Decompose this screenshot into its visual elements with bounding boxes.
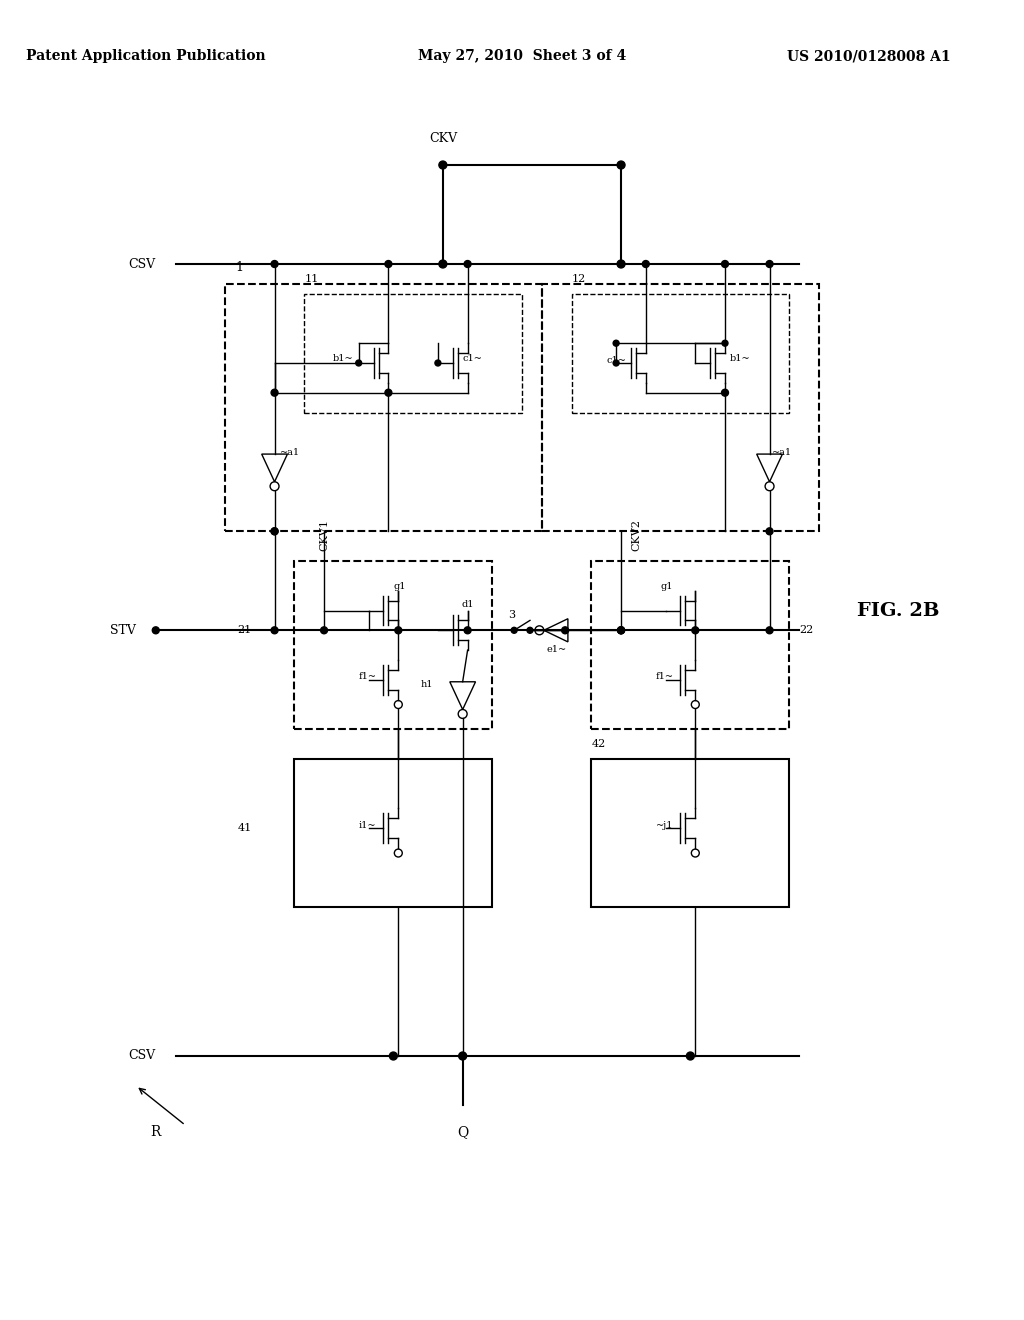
Circle shape — [617, 260, 625, 268]
Circle shape — [686, 1052, 694, 1060]
Text: 12: 12 — [571, 273, 586, 284]
Text: CSV: CSV — [129, 257, 156, 271]
Text: b1~: b1~ — [730, 354, 751, 363]
Circle shape — [395, 627, 401, 634]
Text: f1~: f1~ — [655, 672, 674, 681]
Circle shape — [435, 360, 441, 366]
Text: Patent Application Publication: Patent Application Publication — [26, 49, 265, 63]
Circle shape — [271, 260, 279, 268]
Text: ~a1: ~a1 — [280, 447, 300, 457]
Text: CKV: CKV — [429, 132, 457, 145]
Text: 11: 11 — [304, 273, 318, 284]
Circle shape — [642, 260, 649, 268]
Text: CKV2: CKV2 — [631, 519, 641, 552]
Circle shape — [617, 161, 625, 169]
Text: c1~: c1~ — [463, 354, 482, 363]
Circle shape — [722, 260, 728, 268]
Circle shape — [439, 161, 446, 169]
Circle shape — [321, 627, 328, 634]
Text: c1~: c1~ — [606, 355, 626, 364]
Text: ~a1: ~a1 — [771, 447, 792, 457]
Text: ~j1: ~j1 — [655, 821, 673, 830]
Text: STV: STV — [111, 624, 136, 636]
Circle shape — [355, 360, 361, 366]
Text: CKV1: CKV1 — [319, 519, 329, 552]
Circle shape — [389, 1052, 397, 1060]
Text: b1~: b1~ — [333, 354, 353, 363]
Circle shape — [613, 360, 620, 366]
Text: 21: 21 — [238, 626, 252, 635]
Text: g1: g1 — [660, 582, 673, 591]
Circle shape — [722, 341, 728, 346]
Text: g1: g1 — [393, 582, 406, 591]
Circle shape — [617, 627, 625, 634]
Circle shape — [153, 627, 159, 634]
Text: FIG. 2B: FIG. 2B — [857, 602, 939, 619]
Circle shape — [613, 341, 620, 346]
Circle shape — [271, 528, 279, 535]
Circle shape — [722, 389, 728, 396]
Circle shape — [439, 260, 446, 268]
Text: Q: Q — [457, 1125, 468, 1139]
Circle shape — [385, 260, 392, 268]
Text: h1: h1 — [421, 680, 433, 689]
Circle shape — [766, 260, 773, 268]
Circle shape — [271, 389, 279, 396]
Text: d1: d1 — [462, 599, 474, 609]
Circle shape — [692, 627, 698, 634]
Text: CSV: CSV — [129, 1049, 156, 1063]
Text: R: R — [151, 1125, 161, 1139]
Text: e1~: e1~ — [547, 645, 566, 655]
Circle shape — [617, 627, 625, 634]
Circle shape — [385, 389, 392, 396]
Circle shape — [459, 1052, 466, 1060]
Circle shape — [459, 1052, 467, 1060]
Text: 1: 1 — [234, 261, 243, 275]
Circle shape — [464, 627, 471, 634]
Circle shape — [464, 260, 471, 268]
Circle shape — [511, 627, 517, 634]
Circle shape — [766, 528, 773, 535]
Text: May 27, 2010  Sheet 3 of 4: May 27, 2010 Sheet 3 of 4 — [418, 49, 627, 63]
Circle shape — [271, 627, 279, 634]
Circle shape — [617, 627, 625, 634]
Text: 42: 42 — [591, 739, 605, 748]
Circle shape — [561, 627, 568, 634]
Text: 3: 3 — [509, 610, 516, 620]
Circle shape — [766, 627, 773, 634]
Text: f1~: f1~ — [358, 672, 377, 681]
Text: 41: 41 — [238, 824, 252, 833]
Text: i1~: i1~ — [358, 821, 376, 830]
Text: 22: 22 — [800, 626, 813, 635]
Text: US 2010/0128008 A1: US 2010/0128008 A1 — [786, 49, 950, 63]
Circle shape — [271, 528, 279, 535]
Circle shape — [527, 627, 532, 634]
